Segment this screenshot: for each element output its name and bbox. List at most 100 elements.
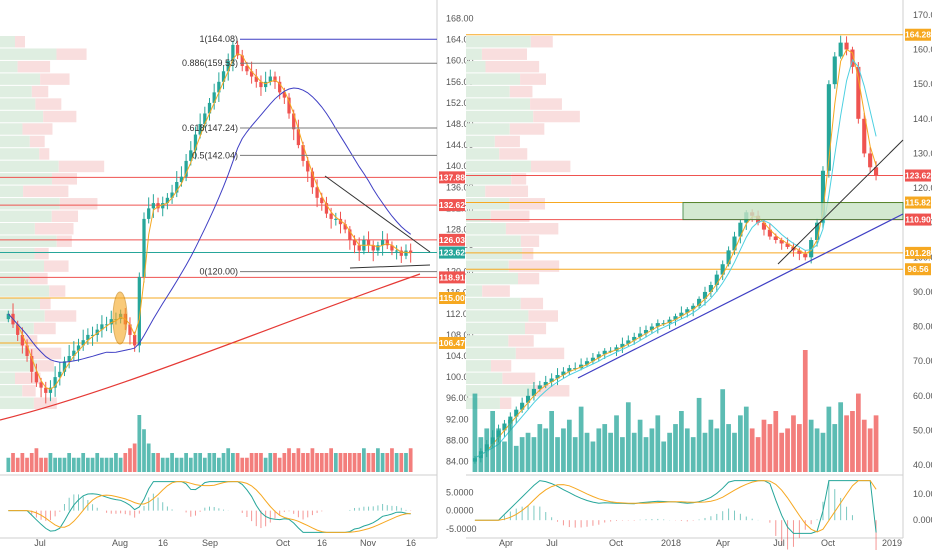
candle-body[interactable] [198, 124, 202, 135]
candle-body[interactable] [531, 388, 536, 396]
candle-body[interactable] [104, 324, 109, 326]
candle-body[interactable] [240, 55, 244, 66]
candle-body[interactable] [62, 361, 67, 372]
candle-body[interactable] [514, 409, 519, 417]
candle-body[interactable] [584, 361, 590, 365]
candle-body[interactable] [702, 291, 708, 299]
support-zone[interactable] [682, 202, 904, 221]
candle-body[interactable] [366, 240, 371, 246]
candle-body[interactable] [390, 245, 394, 251]
candle-body[interactable] [803, 253, 808, 258]
candle-body[interactable] [520, 402, 525, 410]
candle-body[interactable] [380, 240, 385, 246]
candle-body[interactable] [838, 42, 843, 57]
candle-body[interactable] [348, 229, 352, 240]
candle-body[interactable] [20, 334, 25, 346]
candle-body[interactable] [245, 66, 249, 72]
candle-body[interactable] [352, 240, 357, 246]
candle-body[interactable] [404, 250, 408, 256]
candle-body[interactable] [673, 316, 678, 320]
candle-body[interactable] [767, 229, 772, 237]
candle-body[interactable] [343, 224, 347, 230]
descending-trendline[interactable] [324, 175, 431, 253]
candle-body[interactable] [170, 192, 174, 198]
candle-body[interactable] [785, 243, 790, 247]
candle-body[interactable] [6, 313, 10, 320]
candle-body[interactable] [324, 203, 329, 214]
candle-body[interactable] [720, 264, 725, 275]
candle-body[interactable] [254, 76, 258, 82]
candle-body[interactable] [179, 176, 184, 182]
candle-body[interactable] [320, 197, 324, 204]
candle-body[interactable] [212, 92, 216, 103]
candle-body[interactable] [726, 250, 731, 265]
candle-body[interactable] [48, 387, 53, 393]
candle-body[interactable] [329, 213, 333, 219]
candle-body[interactable] [502, 423, 507, 431]
candle-body[interactable] [95, 329, 99, 335]
candle-body[interactable] [708, 285, 713, 292]
candle-body[interactable] [310, 171, 315, 188]
candle-body[interactable] [175, 182, 179, 193]
candle-body[interactable] [259, 81, 263, 88]
candle-body[interactable] [573, 368, 578, 370]
candle-body[interactable] [137, 276, 141, 346]
candle-body[interactable] [207, 102, 212, 114]
candle-body[interactable] [357, 245, 361, 251]
support-trendline[interactable] [349, 264, 431, 269]
candle-body[interactable] [399, 250, 403, 256]
candle-body[interactable] [231, 44, 235, 61]
candle-body[interactable] [667, 319, 672, 324]
candle-body[interactable] [235, 44, 240, 56]
candle-body[interactable] [543, 381, 548, 386]
candle-body[interactable] [221, 71, 226, 82]
candle-body[interactable] [773, 236, 778, 240]
candle-body[interactable] [44, 387, 48, 393]
candle-body[interactable] [761, 222, 767, 230]
candle-body[interactable] [193, 134, 198, 151]
candle-body[interactable] [596, 354, 601, 358]
candle-body[interactable] [738, 222, 743, 237]
candle-body[interactable] [732, 236, 737, 251]
candle-body[interactable] [579, 364, 584, 369]
candle-body[interactable] [632, 336, 637, 341]
candle-body[interactable] [109, 319, 113, 325]
candle-body[interactable] [25, 345, 29, 356]
candle-body[interactable] [16, 324, 20, 335]
candle-body[interactable] [189, 150, 193, 161]
candle-body[interactable] [86, 334, 90, 341]
candle-body[interactable] [549, 378, 554, 382]
candle-body[interactable] [844, 42, 849, 50]
candle-body[interactable] [826, 84, 831, 171]
candle-body[interactable] [679, 312, 684, 317]
long-trendline[interactable] [577, 213, 904, 379]
candle-body[interactable] [151, 203, 155, 209]
candle-body[interactable] [809, 240, 814, 258]
candle-body[interactable] [685, 309, 690, 313]
candle-body[interactable] [282, 92, 286, 98]
candle-body[interactable] [555, 375, 560, 379]
right-chart[interactable]: 40.0050.0060.0070.0080.0090.00100.00110.… [466, 0, 932, 550]
candle-body[interactable] [614, 347, 619, 351]
candle-body[interactable] [409, 250, 413, 253]
candle-body[interactable] [100, 324, 104, 330]
candle-body[interactable] [292, 113, 296, 130]
candle-body[interactable] [296, 129, 301, 146]
candle-body[interactable] [128, 324, 132, 335]
candle-body[interactable] [862, 118, 867, 154]
candle-body[interactable] [832, 56, 837, 85]
candle-body[interactable] [856, 66, 861, 119]
candle-body[interactable] [34, 371, 39, 383]
candle-body[interactable] [81, 340, 85, 346]
candle-body[interactable] [268, 76, 272, 82]
candle-body[interactable] [264, 81, 268, 88]
candle-body[interactable] [371, 245, 375, 251]
candle-body[interactable] [156, 203, 160, 209]
candle-body[interactable] [287, 97, 291, 114]
candle-body[interactable] [376, 245, 380, 251]
candle-body[interactable] [602, 350, 607, 355]
candle-body[interactable] [394, 250, 399, 252]
candle-body[interactable] [217, 81, 221, 93]
candle-body[interactable] [661, 323, 666, 325]
candle-body[interactable] [820, 170, 826, 223]
